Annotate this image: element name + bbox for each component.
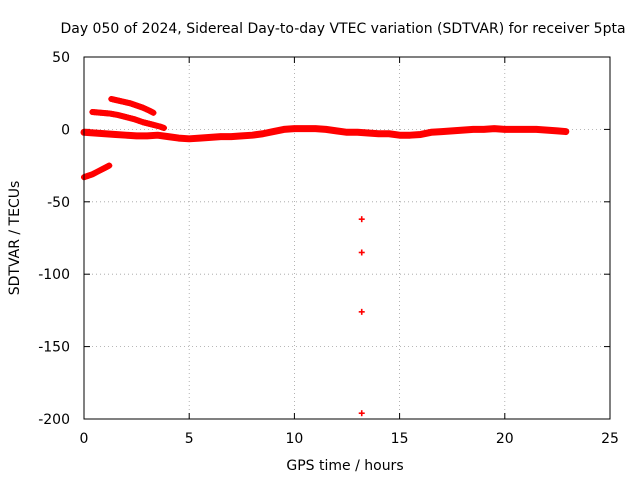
arc-3-point [106,162,113,169]
chart-title: Day 050 of 2024, Sidereal Day-to-day VTE… [60,21,625,37]
x-tick-label: 0 [80,431,89,447]
x-axis-label: GPS time / hours [286,458,403,474]
y-tick-label: 0 [61,122,70,138]
outlier-point [358,249,365,256]
y-tick-label: -150 [38,340,70,356]
arc-2-point [160,124,167,131]
y-axis-label: SDTVAR / TECUs [7,181,23,296]
x-tick-label: 15 [391,431,409,447]
y-tick-label: -100 [38,267,70,283]
x-tick-label: 25 [601,431,619,447]
axis-ticks: 0 5 10 15 20 25 -200 -150 -100 -50 0 50 [38,50,619,447]
plot-frame [83,56,611,420]
y-tick-label: -200 [38,412,70,428]
grid [84,57,610,419]
y-tick-label: 50 [52,50,70,66]
outlier-point [358,308,365,315]
x-tick-label: 10 [285,431,303,447]
data-points [80,95,570,417]
x-tick-label: 20 [496,431,514,447]
outlier-point [358,216,365,223]
arc-1-point [150,109,157,116]
outlier-point [358,410,365,417]
y-tick-label: -50 [47,195,70,211]
x-tick-label: 5 [185,431,194,447]
main-trace-point [562,128,569,135]
